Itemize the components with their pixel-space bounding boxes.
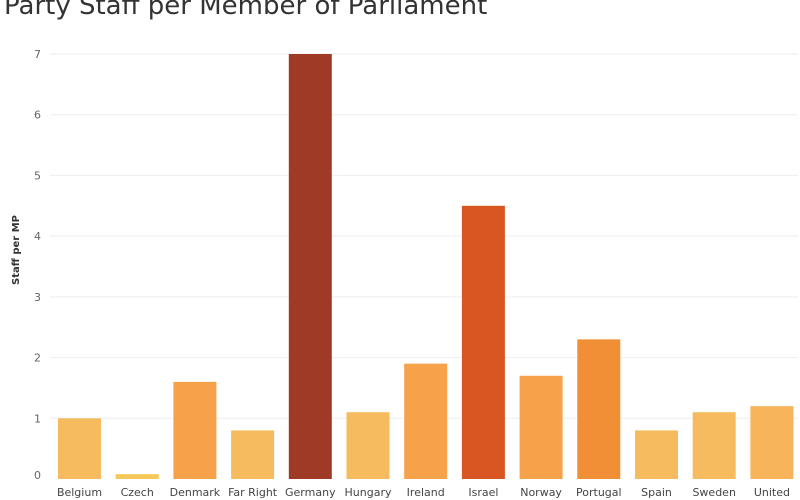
x-category-label: Czech <box>121 486 154 499</box>
bar-denmark[interactable] <box>173 381 217 479</box>
y-tick-label: 1 <box>34 412 41 425</box>
x-category-label: Belgium <box>57 486 102 499</box>
x-category-label: Far Right <box>228 486 278 499</box>
x-category-label: Israel <box>468 486 498 499</box>
y-axis-ticks: 0 1 2 3 4 5 6 7 <box>34 48 41 482</box>
bar-spain[interactable] <box>635 430 678 479</box>
x-category-label: Germany <box>285 486 336 499</box>
x-category-label: United <box>754 486 790 499</box>
bar-united[interactable] <box>750 406 794 479</box>
x-category-label: Portugal <box>576 486 622 499</box>
y-tick-label: 6 <box>34 109 41 122</box>
y-axis-label: Staff per MP <box>11 215 22 285</box>
x-axis-category-labels: Belgium Czech Denmark Far Right Germany Hunga… <box>57 486 790 499</box>
bar-ireland[interactable] <box>404 363 448 479</box>
y-tick-label: 0 <box>34 469 41 482</box>
y-tick-label: 7 <box>34 48 41 61</box>
bar-sweden[interactable] <box>692 412 736 479</box>
bar-portugal[interactable] <box>577 339 621 479</box>
x-category-label: Ireland <box>407 486 445 499</box>
y-tick-label: 5 <box>34 169 41 182</box>
bar-czech[interactable] <box>115 474 159 479</box>
bar-belgium[interactable] <box>58 418 101 479</box>
x-category-label: Sweden <box>692 486 735 499</box>
bar-norway[interactable] <box>519 375 563 479</box>
chart-title: Party Staff per Member of Parliament <box>4 0 488 21</box>
x-category-label: Hungary <box>345 486 392 499</box>
x-category-label: Norway <box>520 486 562 499</box>
bar-far-right[interactable] <box>231 430 275 479</box>
y-tick-label: 4 <box>34 230 41 243</box>
x-category-label: Spain <box>641 486 672 499</box>
bars <box>58 54 794 480</box>
y-tick-label: 3 <box>34 291 41 304</box>
bar-israel[interactable] <box>461 205 505 480</box>
bar-hungary[interactable] <box>346 412 390 479</box>
bar-germany[interactable] <box>288 54 332 479</box>
y-tick-label: 2 <box>34 352 41 365</box>
x-category-label: Denmark <box>170 486 221 499</box>
